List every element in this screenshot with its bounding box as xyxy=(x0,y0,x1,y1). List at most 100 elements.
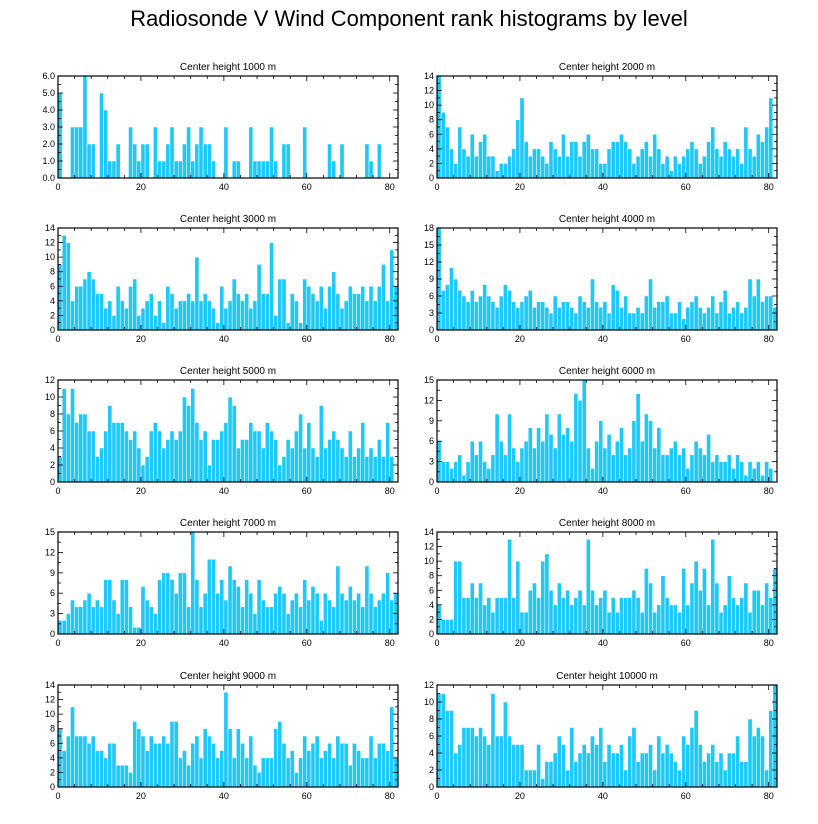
y-tick-label: 12 xyxy=(424,86,434,96)
bar xyxy=(186,606,191,635)
bar xyxy=(347,430,353,483)
bar xyxy=(498,597,504,635)
bar xyxy=(281,278,287,331)
bar xyxy=(219,430,225,483)
bar xyxy=(294,592,299,635)
bar xyxy=(440,619,446,635)
x-tick-label: 60 xyxy=(681,791,691,801)
bar xyxy=(586,307,591,331)
bar xyxy=(743,126,749,179)
bar xyxy=(74,126,79,179)
bar xyxy=(285,322,291,331)
bar xyxy=(486,597,492,635)
bar xyxy=(693,148,699,179)
bar xyxy=(490,454,496,483)
bar xyxy=(519,301,525,331)
bar xyxy=(377,743,382,788)
bar xyxy=(519,611,525,635)
bar xyxy=(128,439,133,483)
bar xyxy=(231,405,237,483)
bar xyxy=(482,134,488,179)
bar xyxy=(656,148,662,179)
bar xyxy=(722,604,728,635)
bar xyxy=(74,286,79,331)
bar xyxy=(231,278,237,331)
bar xyxy=(714,582,720,635)
bar xyxy=(561,134,566,179)
bar xyxy=(211,558,216,635)
bar xyxy=(731,307,736,331)
bar xyxy=(389,706,395,788)
bar xyxy=(635,155,641,179)
bar xyxy=(327,599,332,635)
x-tick-label: 0 xyxy=(434,638,439,648)
bar xyxy=(644,752,649,788)
bar xyxy=(548,761,554,788)
bar xyxy=(673,155,678,179)
x-tick-label: 60 xyxy=(302,182,312,192)
x-tick-label: 0 xyxy=(434,182,439,192)
bar xyxy=(74,606,79,635)
y-tick-label: 0 xyxy=(429,782,434,792)
bar xyxy=(339,143,345,179)
bar xyxy=(498,440,504,483)
y-tick-label: 4 xyxy=(429,144,434,154)
bar xyxy=(273,160,279,179)
bar xyxy=(124,579,129,635)
bar xyxy=(314,735,320,788)
bar xyxy=(594,604,599,635)
bar xyxy=(602,590,608,635)
bar xyxy=(486,295,492,331)
bar xyxy=(457,560,463,635)
bar xyxy=(743,474,749,483)
bar xyxy=(714,312,720,331)
bar xyxy=(440,461,446,483)
bar xyxy=(465,461,471,483)
bar xyxy=(223,422,229,483)
bar xyxy=(236,160,241,179)
bar xyxy=(95,599,100,635)
bar xyxy=(78,126,84,179)
bar xyxy=(540,301,546,331)
bar xyxy=(277,586,283,635)
bar xyxy=(445,461,450,483)
bar xyxy=(569,440,575,483)
bar xyxy=(656,301,662,331)
bar xyxy=(144,599,150,635)
y-tick-label: 6.0 xyxy=(42,71,55,81)
bar xyxy=(561,597,566,635)
bar xyxy=(169,430,175,483)
bar xyxy=(327,286,332,331)
bar xyxy=(486,155,492,179)
bar xyxy=(573,597,579,635)
bar xyxy=(115,286,121,331)
bar xyxy=(565,301,570,331)
bar xyxy=(561,434,566,483)
y-tick-label: 9 xyxy=(50,568,55,578)
bar xyxy=(731,468,736,483)
bar xyxy=(660,301,666,331)
bar xyxy=(194,143,200,179)
bar xyxy=(751,155,757,179)
bar xyxy=(265,606,270,635)
bar xyxy=(735,301,740,331)
bar xyxy=(173,160,179,179)
bar xyxy=(347,764,353,788)
bar xyxy=(128,126,133,179)
y-tick-label: 15 xyxy=(45,527,55,537)
y-tick-label: 6 xyxy=(50,281,55,291)
bar xyxy=(140,143,146,179)
bar xyxy=(66,242,71,331)
bar xyxy=(248,126,254,179)
y-tick-label: 12 xyxy=(424,680,434,690)
bar xyxy=(215,439,220,483)
x-tick-label: 20 xyxy=(136,791,146,801)
y-tick-label: 10 xyxy=(45,392,55,402)
bar xyxy=(590,735,595,788)
x-tick-label: 40 xyxy=(219,182,229,192)
y-tick-label: 6 xyxy=(50,426,55,436)
bar xyxy=(190,160,196,179)
bar xyxy=(207,300,212,331)
bar xyxy=(764,126,769,179)
bar xyxy=(436,693,442,788)
